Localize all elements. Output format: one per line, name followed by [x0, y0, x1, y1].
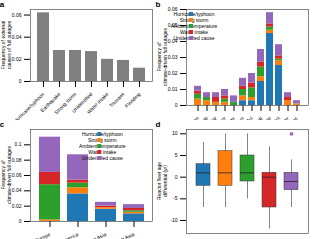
svg-text:-10: -10 — [170, 217, 177, 223]
svg-text:Hurricane/typhoon: Hurricane/typhoon — [173, 11, 215, 17]
svg-text:0: 0 — [175, 102, 178, 108]
svg-text:0.1: 0.1 — [15, 141, 22, 147]
svg-text:b: b — [156, 0, 161, 9]
svg-text:Hurricane/typhoon: Hurricane/typhoon — [81, 130, 123, 137]
svg-text:Water intake: Water intake — [85, 91, 109, 115]
svg-text:0.01: 0.01 — [168, 86, 178, 92]
svg-text:Ambient temperature: Ambient temperature — [78, 142, 126, 149]
svg-text:causes of full outages: causes of full outages — [6, 20, 12, 69]
svg-text:0.03: 0.03 — [168, 54, 178, 60]
svg-text:East Asia: East Asia — [86, 230, 108, 239]
svg-text:10: 10 — [172, 130, 178, 136]
svg-text:differential (yr): differential (yr) — [162, 164, 168, 196]
svg-text:a: a — [0, 0, 5, 9]
svg-text:0.04: 0.04 — [167, 38, 178, 45]
svg-text:Unidentified: Unidentified — [70, 90, 94, 114]
svg-text:0.04: 0.04 — [12, 187, 22, 193]
svg-text:Water intake: Water intake — [180, 29, 208, 35]
svg-text:0.02: 0.02 — [12, 56, 22, 62]
svg-text:Ambient temperature: Ambient temperature — [170, 23, 218, 29]
svg-text:Unidentified cause: Unidentified cause — [173, 35, 214, 41]
svg-text:0: 0 — [175, 173, 178, 179]
svg-text:Flooding: Flooding — [124, 91, 142, 109]
svg-text:Strong storm: Strong storm — [179, 17, 209, 23]
svg-text:0: 0 — [19, 218, 22, 224]
svg-text:Reactor fleet age: Reactor fleet age — [156, 161, 162, 200]
svg-text:0.06: 0.06 — [167, 6, 178, 13]
svg-text:0.04: 0.04 — [12, 34, 22, 40]
svg-text:0.06: 0.06 — [12, 172, 22, 178]
svg-text:Strong storm: Strong storm — [52, 90, 78, 116]
svg-text:Frequency of external: Frequency of external — [0, 20, 6, 70]
svg-text:-5: -5 — [173, 195, 178, 201]
svg-text:5: 5 — [175, 152, 178, 158]
svg-text:climate-driven full outages: climate-driven full outages — [6, 145, 12, 204]
svg-text:Frequency of: Frequency of — [0, 159, 6, 190]
svg-text:Frequency of: Frequency of — [156, 42, 162, 72]
svg-text:Strong storm: Strong storm — [88, 136, 117, 143]
svg-text:North America: North America — [48, 230, 79, 239]
svg-text:0: 0 — [19, 78, 22, 84]
svg-text:0.06: 0.06 — [12, 12, 22, 18]
svg-text:0.02: 0.02 — [168, 70, 178, 76]
svg-text:Earthquake: Earthquake — [39, 90, 62, 114]
svg-text:climate-driven full outages: climate-driven full outages — [162, 27, 168, 86]
svg-text:Water intake: Water intake — [88, 148, 117, 155]
svg-text:West Europe: West Europe — [22, 230, 51, 239]
svg-text:d: d — [156, 120, 161, 129]
svg-text:0.08: 0.08 — [12, 156, 22, 162]
svg-text:Unidentified cause: Unidentified cause — [82, 155, 123, 161]
svg-text:South Asia: South Asia — [111, 230, 135, 239]
svg-text:c: c — [0, 120, 5, 129]
svg-text:Tsunami: Tsunami — [108, 91, 125, 108]
svg-text:0.02: 0.02 — [12, 202, 22, 208]
